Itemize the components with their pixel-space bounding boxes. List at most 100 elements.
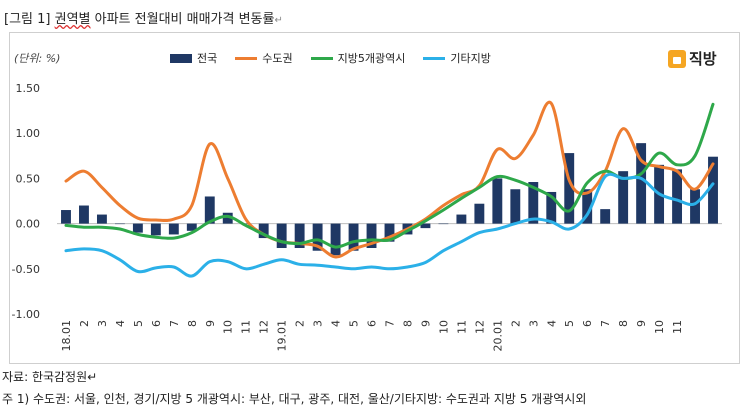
- legend-swatch-metro5: [310, 56, 333, 60]
- house-icon: [668, 49, 686, 68]
- bar: [114, 223, 125, 225]
- caption-prefix: [그림 1]: [4, 12, 55, 27]
- bar: [222, 212, 233, 224]
- legend-label-other: 기타지방: [450, 52, 491, 65]
- bar: [582, 189, 593, 224]
- bar: [96, 214, 107, 224]
- chart-legend: 전국 수도권 지방5개광역시 기타지방: [170, 50, 491, 66]
- chart-frame: [9, 32, 740, 364]
- bar: [204, 196, 215, 224]
- caption-underlined: 권역별: [54, 12, 91, 27]
- caption-rest: 아파트 전월대비 매매가격 변동률: [90, 12, 275, 27]
- bar: [438, 223, 449, 225]
- bar: [61, 210, 71, 224]
- x-tick-label: 3: [527, 320, 540, 327]
- y-tick-label: -1.00: [12, 308, 40, 321]
- x-tick-label: 7: [384, 320, 397, 327]
- bar: [510, 189, 521, 224]
- legend-label-capital: 수도권: [262, 52, 293, 65]
- x-tick-label: 20.01: [491, 320, 504, 352]
- bar: [312, 223, 323, 251]
- zigbang-logo: 직방: [668, 48, 717, 69]
- logo-text: 직방: [689, 50, 717, 68]
- bar: [150, 223, 161, 236]
- x-tick-label: 10: [437, 320, 450, 334]
- figure-caption: [그림 1] 권역별 아파트 전월대비 매매가격 변동률↵: [4, 8, 283, 27]
- bar: [618, 171, 629, 224]
- bar: [474, 203, 485, 224]
- legend-item-capital: 수도권: [235, 50, 293, 66]
- x-tick-label: 3: [96, 320, 109, 327]
- x-tick-label: 11: [455, 320, 468, 334]
- bar: [600, 209, 611, 224]
- legend-item-other: 기타지방: [423, 50, 491, 66]
- bar: [384, 223, 395, 242]
- bar: [258, 223, 269, 239]
- legend-swatch-bar: [170, 53, 192, 63]
- bar: [79, 205, 89, 224]
- bar: [348, 223, 359, 251]
- bar: [366, 223, 377, 249]
- x-tick-label: 9: [419, 320, 432, 327]
- bar: [168, 223, 179, 235]
- x-tick-label: 19.01: [276, 320, 289, 352]
- y-tick-label: 1.50: [16, 82, 41, 95]
- bar: [294, 223, 305, 249]
- bar: [708, 156, 718, 224]
- x-tick-label: 5: [563, 320, 576, 327]
- metro5-line: [64, 102, 715, 249]
- x-tick-label: 18.01: [60, 320, 73, 352]
- bar: [186, 223, 197, 231]
- x-tick-label: 2: [78, 320, 91, 327]
- x-tick-label: 4: [330, 320, 343, 327]
- bar: [456, 214, 467, 224]
- legend-item-metro5: 지방5개광역시: [310, 50, 406, 66]
- bar: [564, 153, 575, 224]
- bar: [636, 143, 647, 224]
- legend-swatch-other: [423, 56, 446, 60]
- bar: [330, 223, 341, 256]
- x-tick-label: 5: [132, 320, 145, 327]
- other-region-line: [64, 172, 715, 278]
- y-tick-label: -0.50: [12, 263, 40, 276]
- x-tick-label: 9: [204, 320, 217, 327]
- x-tick-label: 3: [312, 320, 325, 327]
- x-tick-label: 9: [635, 320, 648, 327]
- bar: [672, 169, 683, 224]
- x-tick-label: 2: [509, 320, 522, 327]
- bar: [492, 178, 503, 224]
- bar: [420, 223, 431, 229]
- y-tick-label: 1.00: [16, 127, 41, 140]
- legend-item-national: 전국: [170, 50, 217, 66]
- y-tick-label: 0.00: [16, 218, 41, 231]
- return-mark: ↵: [274, 15, 283, 26]
- bar: [690, 189, 700, 224]
- note-text: 주 1) 수도권: 서울, 인천, 경기/지방 5 개광역시: 부산, 대구, …: [2, 392, 587, 406]
- bar: [546, 191, 557, 224]
- x-tick-label: 10: [222, 320, 235, 334]
- legend-swatch-capital: [235, 56, 258, 60]
- unit-label: (단위: %): [14, 52, 61, 65]
- x-tick-label: 12: [258, 320, 271, 334]
- x-tick-label: 8: [617, 320, 630, 327]
- x-tick-label: 2: [294, 320, 307, 327]
- x-tick-label: 4: [114, 320, 127, 327]
- bar: [276, 223, 287, 249]
- x-tick-label: 8: [402, 320, 415, 327]
- x-tick-label: 7: [168, 320, 181, 327]
- y-tick-label: 0.50: [16, 172, 41, 185]
- x-tick-label: 8: [186, 320, 199, 327]
- x-tick-label: 10: [653, 320, 666, 334]
- source-text: 자료: 한국감정원↵: [2, 370, 98, 384]
- bar: [528, 182, 539, 224]
- x-tick-label: 11: [671, 320, 684, 334]
- legend-label-national: 전국: [197, 52, 218, 65]
- x-tick-label: 6: [150, 320, 163, 327]
- bar: [132, 223, 143, 233]
- x-tick-label: 11: [240, 320, 253, 334]
- legend-label-metro5: 지방5개광역시: [337, 52, 406, 65]
- x-tick-label: 7: [599, 320, 612, 327]
- x-tick-label: 5: [348, 320, 361, 327]
- x-tick-label: 6: [366, 320, 379, 327]
